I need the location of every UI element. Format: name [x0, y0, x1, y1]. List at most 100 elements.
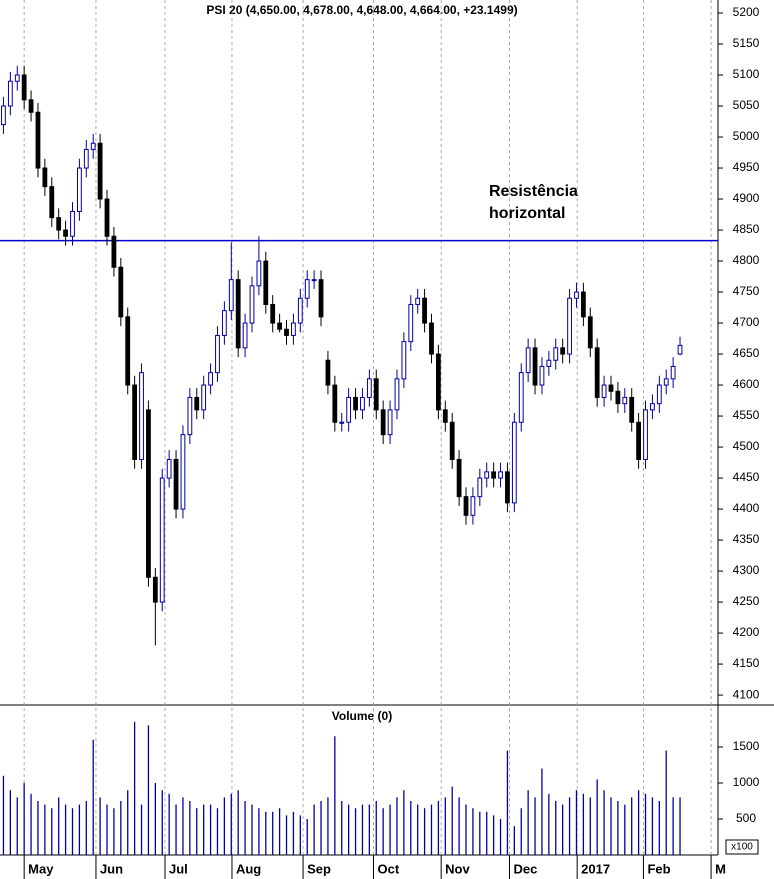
candle-body — [587, 316, 593, 349]
candle-body — [180, 434, 186, 510]
candle-body — [111, 235, 117, 268]
y-tick-label: 4950 — [733, 160, 760, 174]
y-tick-label: 5050 — [733, 98, 760, 112]
candle-body — [63, 229, 68, 237]
candle-body — [166, 458, 172, 479]
candle-body — [574, 291, 579, 299]
candle-body — [511, 421, 517, 504]
y-tick-label: 5200 — [733, 5, 760, 19]
candle-body — [311, 279, 317, 282]
candle-body — [284, 328, 289, 336]
candle-body — [422, 297, 427, 324]
candle-body — [532, 347, 538, 386]
candle-body — [76, 167, 82, 212]
candle-body — [35, 111, 41, 169]
candle-body — [249, 285, 255, 324]
candle-body — [449, 421, 455, 460]
x-tick-label: Nov — [445, 861, 470, 876]
x-tick-label: May — [28, 861, 54, 876]
candle-body — [28, 99, 34, 113]
candle-body — [442, 409, 448, 423]
candle-body — [277, 322, 283, 330]
candle-body — [221, 310, 227, 336]
y-tick-label: 5000 — [733, 129, 760, 143]
y-tick-label: 4650 — [733, 346, 760, 360]
y-tick-label: 4350 — [733, 532, 760, 546]
candle-body — [118, 266, 124, 318]
candle-body — [643, 409, 648, 460]
candle-body — [463, 496, 469, 516]
candle-body — [401, 341, 407, 380]
candle-body — [373, 378, 379, 411]
candle-body — [208, 372, 213, 386]
candle-body — [567, 297, 572, 355]
volume-title: Volume (0) — [332, 709, 392, 723]
candle-body — [491, 471, 497, 479]
candle-body — [353, 396, 358, 411]
annotation: horizontal — [489, 205, 565, 222]
candle-body — [553, 347, 559, 361]
y-tick-label: 4300 — [733, 563, 760, 577]
chart-title: PSI 20 (4,650.00, 4,678.00, 4,648.00, 4,… — [206, 3, 517, 17]
candle-body — [636, 421, 642, 460]
annotation: Resistência — [489, 183, 578, 200]
candle-body — [14, 74, 20, 82]
candle-body — [194, 396, 200, 411]
candle-body — [456, 458, 462, 498]
candle-body — [408, 303, 414, 343]
candle-body — [187, 396, 193, 436]
candle-body — [394, 378, 400, 411]
candle-body — [49, 186, 55, 219]
candle-body — [152, 576, 158, 603]
candle-body — [346, 396, 352, 423]
candle-body — [601, 384, 607, 398]
x-tick-label: Jul — [169, 861, 188, 876]
x-tick-label: Oct — [377, 861, 399, 876]
candle-body — [291, 322, 296, 336]
y-tick-label: 4600 — [733, 377, 760, 391]
candle-body — [656, 384, 662, 405]
y-tick-label: 4900 — [733, 191, 760, 205]
y-tick-label: 1500 — [733, 739, 760, 753]
candle-body — [663, 378, 669, 386]
candle-body — [525, 347, 531, 374]
candle-body — [270, 303, 276, 324]
x-tick-label: M — [715, 861, 726, 876]
unit-box — [725, 839, 759, 855]
candle-body — [304, 279, 310, 299]
candle-body — [325, 359, 331, 386]
candle-body — [318, 279, 324, 318]
candle-body — [42, 167, 48, 188]
candle-body — [263, 260, 269, 305]
y-tick-label: 4550 — [733, 408, 760, 422]
candle-body — [83, 148, 89, 169]
candle-body — [477, 477, 483, 498]
candle-body — [677, 344, 683, 355]
candle-body — [380, 409, 386, 436]
candle-body — [435, 353, 441, 411]
candle-body — [560, 347, 566, 355]
candle-body — [470, 496, 476, 516]
candle-body — [1, 105, 6, 126]
candle-body — [484, 471, 490, 479]
unit-label: x100 — [731, 842, 753, 853]
candle-body — [622, 396, 628, 405]
candle-body — [242, 322, 248, 349]
candle-body — [580, 291, 586, 318]
candle-body — [146, 409, 151, 578]
y-tick-label: 4250 — [733, 594, 760, 608]
y-tick-label: 500 — [736, 811, 756, 825]
candle-body — [429, 322, 434, 355]
candle-body — [615, 390, 621, 405]
candle-body — [546, 359, 552, 367]
candle-body — [21, 74, 27, 101]
candle-body — [594, 347, 600, 398]
candle-body — [256, 260, 262, 287]
x-tick-label: Feb — [647, 861, 670, 876]
x-tick-label: Jun — [100, 861, 123, 876]
y-tick-label: 4400 — [733, 501, 760, 515]
candle-body — [132, 384, 138, 460]
candle-body — [139, 372, 144, 460]
candle-body — [104, 198, 110, 237]
x-tick-label: Aug — [236, 861, 261, 876]
